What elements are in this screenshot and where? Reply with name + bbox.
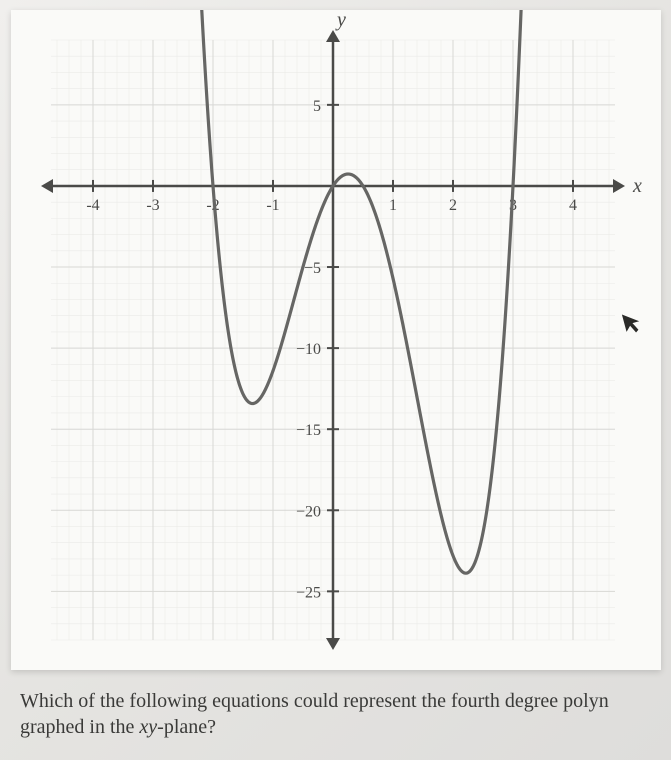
question-text: Which of the following equations could r… [0,688,671,740]
svg-text:−25: −25 [295,584,320,601]
question-line2-prefix: graphed in the [20,716,139,738]
svg-text:-4: -4 [86,197,99,214]
svg-text:−10: −10 [295,341,320,358]
svg-text:y: y [335,10,346,31]
svg-text:5: 5 [313,98,321,115]
polynomial-chart: -4-3-2-112345−5−10−15−20−25yx [11,10,661,670]
svg-text:x: x [632,175,642,197]
svg-text:1: 1 [389,197,397,214]
question-line-1: Which of the following equations could r… [20,688,661,714]
question-line-2: graphed in the xy-plane? [20,714,661,740]
page-wrapper: -4-3-2-112345−5−10−15−20−25yx Which of t… [0,0,671,760]
chart-container: -4-3-2-112345−5−10−15−20−25yx [11,10,661,670]
svg-text:-1: -1 [266,197,279,214]
svg-text:-3: -3 [146,197,159,214]
svg-text:−15: −15 [295,422,320,439]
svg-text:4: 4 [569,197,577,214]
svg-text:2: 2 [449,197,457,214]
svg-text:−5: −5 [303,260,320,277]
question-line2-suffix: -plane? [157,716,216,738]
svg-text:−20: −20 [295,503,320,520]
question-xy-var: xy [139,716,157,738]
